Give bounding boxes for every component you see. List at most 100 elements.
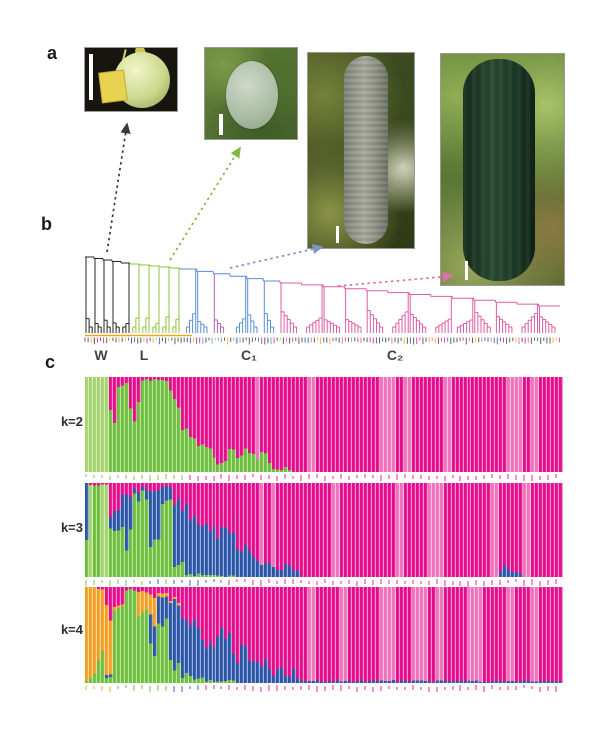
photo-cultivar-dark-green-fruit — [440, 53, 565, 286]
sample-label-mark — [555, 579, 557, 584]
sample-label-mark — [172, 474, 175, 480]
sample-label-mark — [85, 474, 87, 477]
sample-label-mark — [204, 475, 207, 480]
admixture-bar — [347, 483, 352, 577]
admixture-bar — [455, 587, 460, 683]
sample-label-mark — [308, 685, 311, 690]
sample-label-mark — [355, 686, 358, 692]
admixture-bar — [112, 483, 117, 577]
admixture-bar — [160, 483, 165, 577]
admixture-bar — [160, 377, 165, 472]
admixture-bar — [232, 483, 237, 577]
admixture-bar — [108, 377, 113, 472]
admixture-bar — [268, 377, 273, 472]
sample-label-mark — [435, 579, 438, 585]
sample-label-mark — [156, 685, 159, 691]
sample-label-mark — [379, 686, 382, 691]
sample-label-mark — [523, 475, 526, 481]
admixture-bar — [264, 483, 269, 577]
admixture-bar — [88, 587, 93, 683]
sample-label-mark — [483, 475, 486, 480]
admixture-bar — [507, 377, 512, 472]
admixture-bar — [204, 587, 209, 683]
admixture-bar — [152, 483, 157, 577]
admixture-bar — [391, 587, 396, 683]
admixture-bar — [491, 377, 496, 472]
admixture-bar — [403, 587, 408, 683]
admixture-bar — [85, 377, 89, 472]
sample-label-mark — [363, 474, 366, 479]
admixture-bar — [324, 483, 329, 577]
admixture-bar — [104, 483, 109, 577]
sample-label-mark — [93, 580, 95, 585]
admixture-bar — [367, 483, 372, 577]
sample-label-mark — [475, 685, 478, 691]
admixture-bar — [220, 587, 225, 683]
admixture-bar — [156, 587, 161, 683]
admixture-bar — [347, 587, 352, 683]
sample-label-mark — [411, 475, 414, 480]
sample-label-mark — [523, 580, 526, 586]
sample-label-mark — [324, 579, 326, 583]
admixture-bar — [487, 483, 492, 577]
structure-plot-k3 — [85, 483, 564, 577]
sample-label-mark — [363, 579, 366, 584]
sample-label-mark — [292, 579, 295, 584]
sample-label-mark — [292, 475, 295, 479]
admixture-bar — [375, 587, 380, 683]
admixture-bar — [415, 587, 420, 683]
admixture-bar — [172, 377, 177, 472]
sample-label-mark — [499, 475, 502, 480]
row-label-k2: k=2 — [60, 414, 83, 429]
sample-label-mark — [443, 476, 446, 481]
sample-label-mark — [332, 580, 334, 585]
admixture-bar — [447, 483, 452, 577]
admixture-bar — [240, 483, 245, 577]
admixture-bar — [216, 377, 221, 472]
sample-label-mark — [148, 686, 151, 692]
admixture-bar — [132, 483, 137, 577]
admixture-bar — [551, 377, 556, 472]
sample-label-mark — [300, 686, 303, 691]
admixture-bar — [351, 587, 356, 683]
sample-label-mark — [268, 579, 271, 584]
admixture-bar — [260, 377, 265, 472]
admixture-bar — [124, 587, 129, 683]
sample-label-mark — [371, 474, 374, 478]
admixture-bar — [455, 377, 460, 472]
admixture-bar — [459, 587, 464, 683]
admixture-bar — [140, 377, 145, 472]
admixture-bar — [256, 587, 261, 683]
sample-label-mark — [292, 686, 295, 690]
admixture-bar — [128, 483, 133, 577]
admixture-bar — [96, 483, 101, 577]
admixture-bar — [148, 377, 153, 472]
admixture-bar — [212, 377, 217, 472]
sample-label-mark — [347, 475, 350, 481]
admixture-bar — [180, 377, 185, 472]
admixture-bar — [272, 587, 277, 683]
sample-label-mark — [124, 474, 127, 480]
admixture-bar — [144, 483, 149, 577]
sample-label-mark — [539, 475, 542, 480]
sample-label-mark — [459, 476, 462, 481]
admixture-bar — [535, 587, 540, 683]
admixture-bar — [415, 483, 420, 577]
sample-label-mark — [164, 474, 167, 479]
sample-label-mark — [332, 685, 334, 691]
sample-label-mark — [339, 580, 342, 585]
admixture-bar — [511, 377, 516, 472]
admixture-bar — [308, 483, 313, 577]
admixture-bar — [340, 377, 344, 472]
sample-label-mark — [276, 685, 279, 691]
admixture-bar — [108, 483, 113, 577]
admixture-bar — [383, 377, 388, 472]
admixture-bar — [523, 377, 528, 472]
sample-label-mark — [531, 475, 534, 482]
admixture-bar — [475, 587, 480, 683]
cultivar2-fruit — [463, 59, 535, 281]
admixture-bar — [379, 483, 384, 577]
admixture-bar — [395, 587, 400, 683]
admixture-bar — [395, 483, 400, 577]
admixture-bar — [391, 377, 396, 472]
